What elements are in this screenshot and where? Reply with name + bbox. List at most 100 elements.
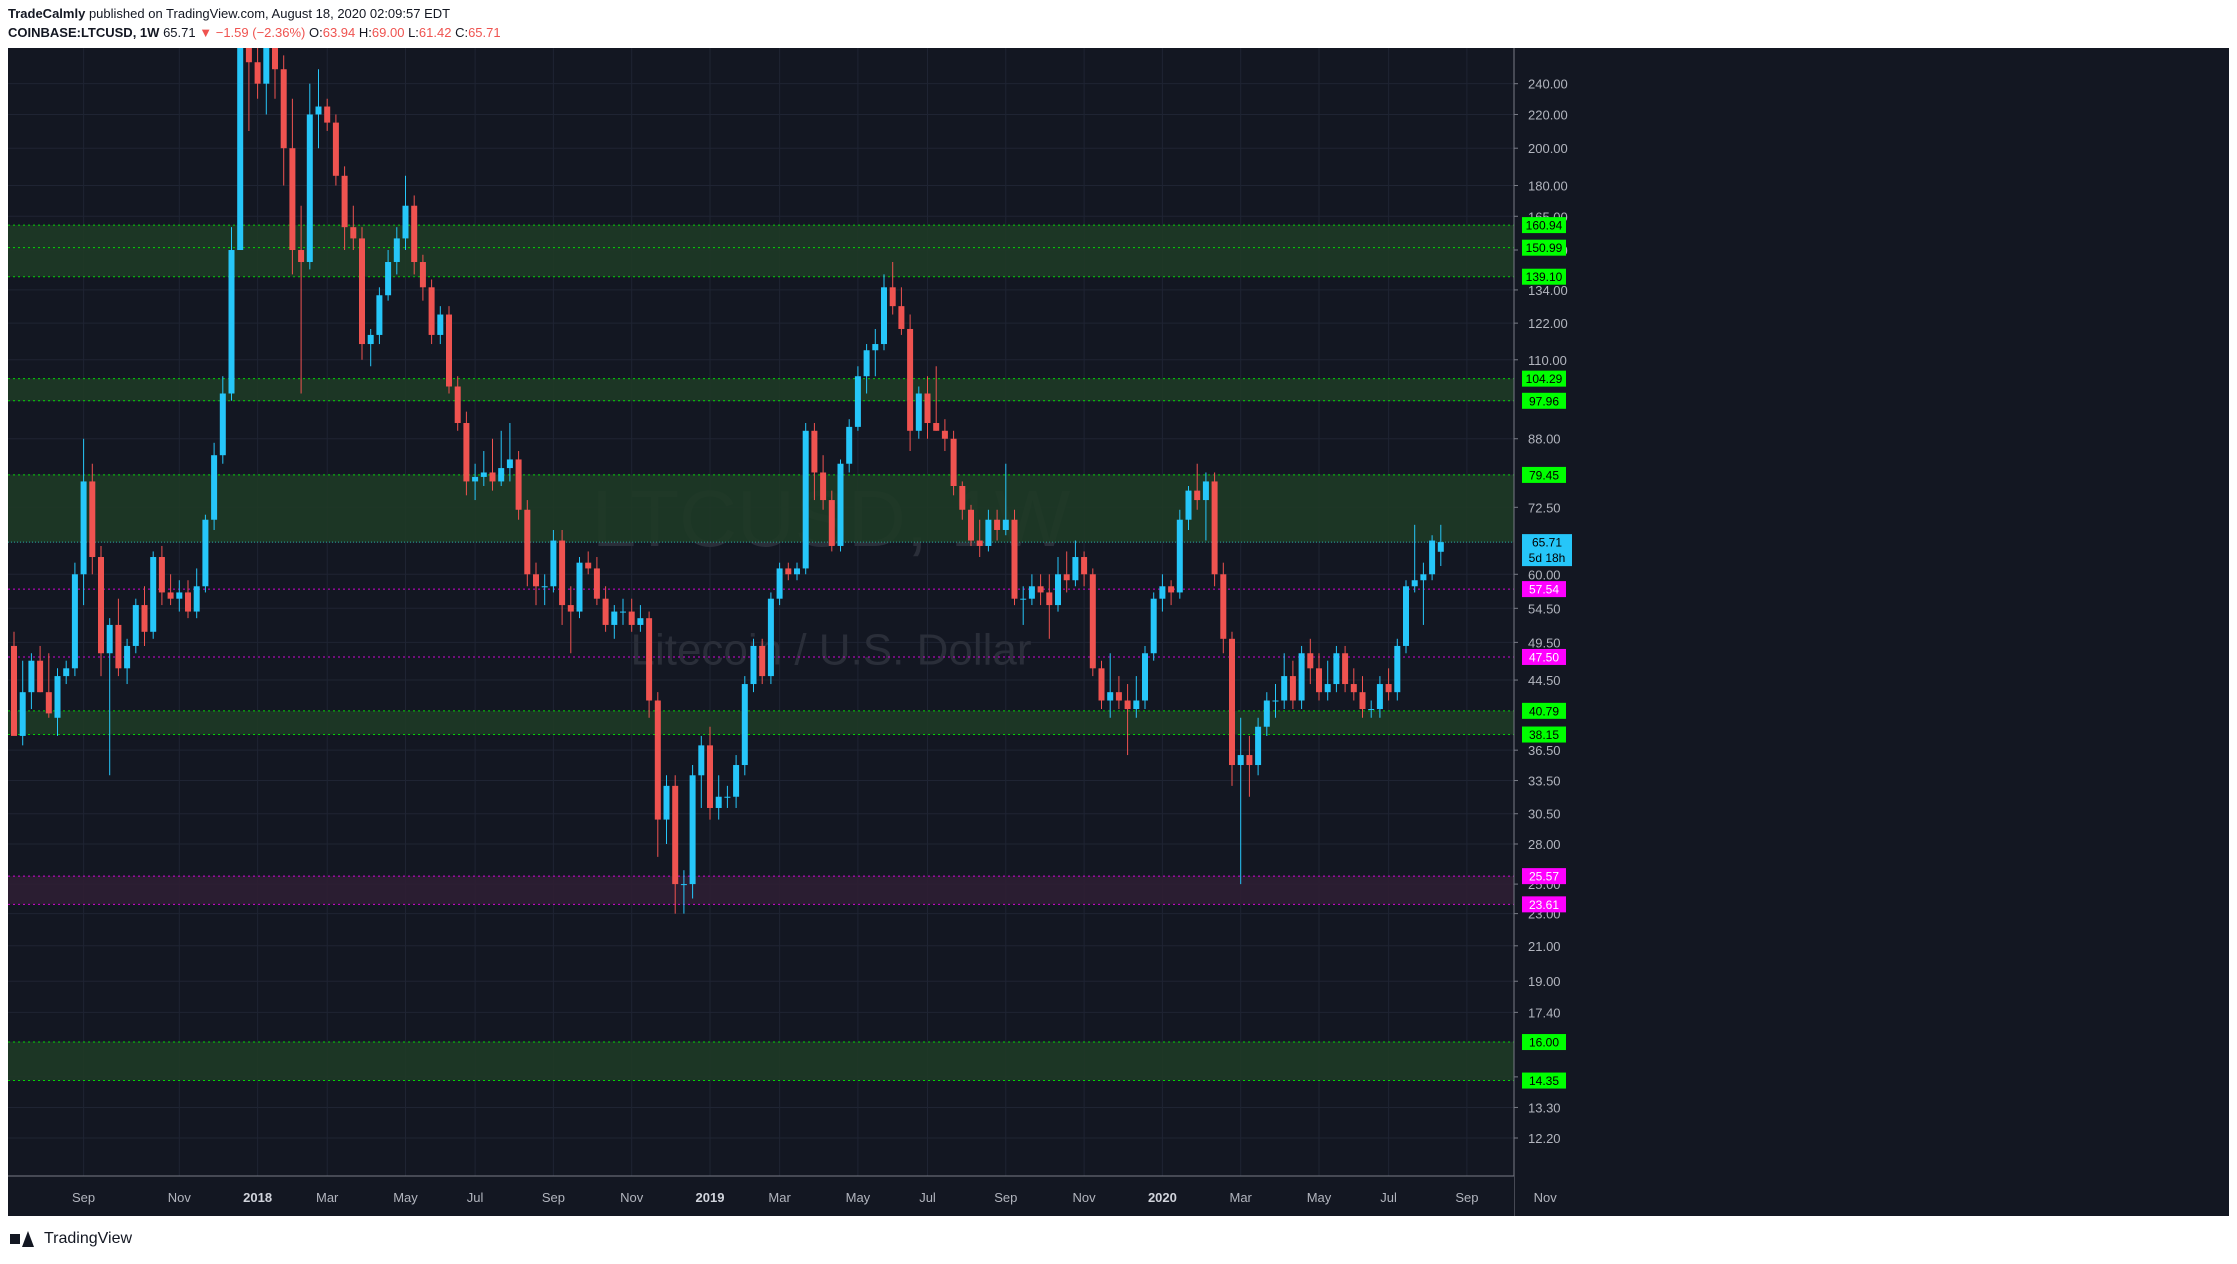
chart-area[interactable]: LTCUSD, 1WLitecoin / U.S. Dollar270.0024… bbox=[8, 48, 2229, 1216]
candle-body bbox=[1037, 586, 1044, 593]
publish-info: TradeCalmly published on TradingView.com… bbox=[8, 6, 450, 21]
candle-body bbox=[1194, 490, 1201, 501]
level-label-box bbox=[1522, 217, 1566, 234]
price-tick-label: 36.50 bbox=[1528, 743, 1561, 758]
candle-body bbox=[463, 423, 470, 482]
candle-body bbox=[724, 796, 731, 798]
candle-body bbox=[550, 540, 557, 587]
time-tick-label: Nov bbox=[168, 1190, 192, 1205]
ohlc-legend: COINBASE:LTCUSD, 1W 65.71 ▼ −1.59 (−2.36… bbox=[8, 25, 501, 40]
candle-body bbox=[393, 238, 400, 263]
candle-body bbox=[19, 692, 26, 736]
candle-body bbox=[1255, 726, 1262, 766]
candle-body bbox=[863, 350, 870, 377]
time-tick-label: Mar bbox=[1230, 1190, 1253, 1205]
candle-body bbox=[1028, 586, 1035, 599]
watermark-description: Litecoin / U.S. Dollar bbox=[630, 625, 1031, 674]
candle-body bbox=[402, 205, 409, 239]
candle-body bbox=[1098, 668, 1105, 701]
price-tick-label: 88.00 bbox=[1528, 432, 1561, 447]
candle-body bbox=[1011, 519, 1018, 599]
candle-body bbox=[1403, 586, 1409, 646]
price-tick-label: 180.00 bbox=[1528, 178, 1568, 193]
level-label-text: 47.50 bbox=[1529, 650, 1559, 664]
candle-body bbox=[1133, 700, 1140, 710]
candle-body bbox=[907, 328, 914, 431]
candle-body bbox=[254, 62, 261, 84]
candle-body bbox=[811, 430, 818, 473]
publish-date: published on TradingView.com, August 18,… bbox=[88, 6, 451, 21]
candle-body bbox=[45, 692, 52, 714]
time-tick-label: 2020 bbox=[1148, 1190, 1177, 1205]
time-tick-label: 2019 bbox=[696, 1190, 725, 1205]
candle-body bbox=[646, 618, 653, 701]
candle-body bbox=[846, 426, 853, 464]
time-tick-label: Nov bbox=[620, 1190, 644, 1205]
candle-body bbox=[237, 48, 244, 251]
candle-body bbox=[1272, 700, 1279, 702]
candle-body bbox=[802, 430, 809, 569]
candle-body bbox=[489, 472, 496, 482]
candle-body bbox=[315, 106, 322, 115]
level-label-box bbox=[1522, 896, 1566, 913]
candle-body bbox=[106, 624, 113, 654]
candle-body bbox=[585, 562, 592, 569]
level-label-box bbox=[1522, 466, 1566, 483]
candle-body bbox=[889, 287, 896, 307]
candle-body bbox=[1385, 684, 1392, 693]
candle-body bbox=[193, 586, 200, 612]
candle-body bbox=[54, 676, 61, 718]
current-price-value: 65.71 bbox=[1532, 536, 1562, 550]
candlestick-chart[interactable]: LTCUSD, 1WLitecoin / U.S. Dollar270.0024… bbox=[8, 48, 2229, 1216]
candle-body bbox=[1237, 755, 1244, 766]
candle-body bbox=[680, 884, 687, 886]
price-tick-label: 17.40 bbox=[1528, 1005, 1561, 1020]
candle-body bbox=[1107, 692, 1114, 701]
candle-body bbox=[1298, 653, 1305, 701]
bar-countdown: 5d 18h bbox=[1529, 551, 1566, 565]
support-resistance-zone bbox=[8, 378, 1514, 401]
candle-body bbox=[176, 592, 183, 599]
candle-body bbox=[654, 700, 661, 820]
time-tick-label: Mar bbox=[768, 1190, 791, 1205]
candle-body bbox=[620, 611, 626, 613]
candle-body bbox=[359, 238, 365, 345]
candle-body bbox=[298, 250, 305, 263]
price-tick-label: 200.00 bbox=[1528, 141, 1568, 156]
level-label-box bbox=[1522, 702, 1566, 719]
time-tick-label: 2018 bbox=[243, 1190, 272, 1205]
price-tick-label: 60.00 bbox=[1528, 567, 1561, 582]
level-label-box bbox=[1522, 239, 1566, 256]
level-label-text: 79.45 bbox=[1529, 468, 1559, 482]
candle-body bbox=[767, 598, 774, 677]
candle-body bbox=[1063, 574, 1070, 581]
time-tick-label: Sep bbox=[994, 1190, 1017, 1205]
candle-body bbox=[1002, 519, 1009, 530]
symbol-label[interactable]: COINBASE:LTCUSD, 1W bbox=[8, 25, 160, 40]
candle-body bbox=[150, 557, 157, 632]
tradingview-brand[interactable]: TradingView bbox=[10, 1230, 132, 1248]
price-tick-label: 44.50 bbox=[1528, 673, 1561, 688]
level-label-text: 57.54 bbox=[1529, 583, 1559, 597]
candle-body bbox=[1072, 557, 1079, 581]
price-tick-label: 33.50 bbox=[1528, 774, 1561, 789]
candle-body bbox=[1420, 574, 1427, 581]
candle-body bbox=[698, 745, 705, 776]
price-tick-label: 220.00 bbox=[1528, 107, 1568, 122]
candle-body bbox=[480, 472, 487, 477]
candle-body bbox=[454, 386, 461, 424]
candle-body bbox=[515, 459, 522, 510]
open-label: O: bbox=[308, 25, 323, 40]
candle-body bbox=[350, 227, 357, 239]
candle-body bbox=[1437, 542, 1444, 552]
candle-body bbox=[324, 106, 331, 123]
author-name[interactable]: TradeCalmly bbox=[8, 6, 86, 21]
level-label-text: 25.57 bbox=[1529, 870, 1559, 884]
candle-body bbox=[750, 645, 757, 685]
candle-body bbox=[228, 250, 235, 394]
time-axis: Sep Nov 2018 Mar May Jul Sep Nov 2019 Mar May Jul Se… bbox=[72, 1190, 1557, 1205]
candle-body bbox=[1089, 574, 1096, 669]
candle-body bbox=[1289, 676, 1296, 701]
candle-body bbox=[628, 611, 635, 625]
candle-body bbox=[132, 605, 139, 646]
